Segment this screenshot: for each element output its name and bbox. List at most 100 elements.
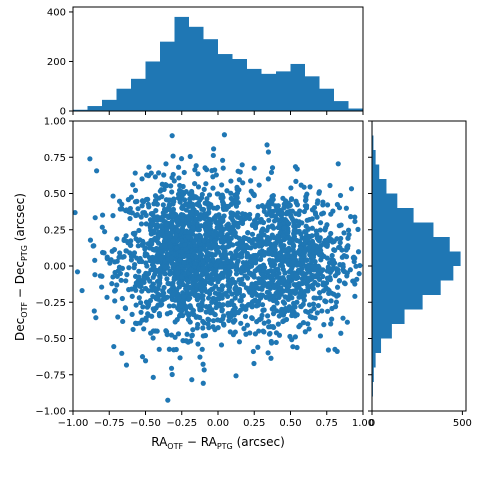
scatter-point: [170, 292, 176, 298]
scatter-point: [164, 276, 170, 282]
scatter-point: [324, 268, 330, 274]
top-histogram-x-ticks: [72, 111, 364, 115]
scatter-point: [135, 243, 141, 249]
scatter-point: [313, 295, 319, 301]
scatter-point: [265, 176, 271, 182]
scatter-point: [336, 223, 342, 229]
scatter-point: [346, 232, 352, 238]
scatter-point: [157, 223, 164, 230]
scatter-point: [213, 262, 219, 269]
scatter-point: [127, 209, 133, 215]
scatter-point: [217, 231, 224, 237]
scatter-point: [139, 288, 145, 294]
scatter-point: [287, 267, 294, 274]
y-tick-label: −0.50: [35, 334, 66, 345]
scatter-point: [318, 242, 324, 249]
scatter-point: [284, 257, 290, 264]
scatter-point: [329, 316, 335, 322]
scatter-point: [257, 264, 263, 270]
scatter-point: [192, 180, 198, 187]
right-histogram-bar: [372, 179, 387, 194]
scatter-point: [334, 284, 341, 290]
scatter-point: [179, 274, 185, 280]
scatter-point: [129, 293, 135, 299]
scatter-point: [201, 320, 207, 326]
scatter-point: [319, 308, 325, 314]
scatter-point: [316, 189, 322, 195]
scatter-point: [292, 334, 298, 340]
scatter-point: [200, 265, 206, 272]
scatter-point: [181, 259, 187, 266]
scatter-point: [184, 310, 190, 316]
scatter-point: [220, 302, 226, 308]
scatter-point: [150, 374, 156, 380]
scatter-point: [175, 222, 181, 228]
scatter-point: [175, 164, 182, 170]
scatter-point: [293, 272, 299, 278]
scatter-point: [189, 377, 195, 383]
scatter-point: [148, 211, 154, 217]
scatter-point: [212, 167, 218, 173]
scatter-point: [207, 230, 213, 236]
scatter-point: [228, 201, 234, 207]
top-histogram-bar: [305, 76, 320, 111]
y-tick-label: −0.25: [35, 298, 66, 309]
scatter-point: [148, 330, 154, 336]
scatter-point: [261, 320, 267, 326]
scatter-point: [233, 248, 239, 255]
scatter-point: [296, 219, 302, 225]
scatter-point: [254, 253, 260, 259]
scatter-point: [92, 215, 98, 221]
scatter-point: [287, 202, 293, 209]
scatter-point: [187, 295, 193, 301]
scatter-point: [309, 216, 315, 222]
scatter-point: [214, 205, 220, 211]
scatter-point: [183, 201, 189, 207]
scatter-point: [163, 207, 169, 213]
scatter-point: [169, 133, 175, 139]
scatter-point: [153, 257, 159, 263]
scatter-point: [204, 196, 210, 202]
scatter-point: [74, 269, 81, 275]
scatter-point: [289, 337, 295, 343]
scatter-point: [87, 156, 93, 162]
scatter-point: [259, 272, 265, 278]
scatter-point: [152, 174, 158, 180]
scatter-point: [235, 252, 242, 259]
scatter-point: [203, 279, 209, 285]
scatter-point: [218, 195, 224, 201]
scatter-point: [290, 241, 296, 247]
scatter-point: [232, 329, 238, 335]
scatter-point: [251, 165, 257, 171]
scatter-point: [203, 226, 209, 233]
scatter-point: [155, 302, 161, 308]
scatter-point: [211, 232, 217, 238]
scatter-point: [301, 297, 307, 303]
scatter-point: [224, 188, 230, 194]
scatter-point: [162, 264, 168, 270]
scatter-point: [236, 277, 242, 283]
scatter-point: [178, 249, 185, 255]
scatter-point: [306, 302, 313, 308]
scatter-point: [311, 306, 317, 312]
scatter-point: [329, 252, 335, 259]
scatter-point: [244, 254, 250, 260]
scatter-point: [200, 333, 206, 339]
scatter-point: [246, 236, 252, 243]
y-tick-label: −0.75: [35, 370, 66, 381]
x-tick-label: 0.50: [279, 418, 301, 429]
scatter-point: [119, 295, 125, 302]
scatter-point: [336, 205, 343, 211]
scatter-point: [123, 362, 130, 368]
scatter-point: [162, 243, 168, 249]
scatter-point: [131, 250, 138, 256]
scatter-point: [265, 149, 271, 155]
scatter-point: [157, 267, 163, 273]
top-histogram-bar: [319, 88, 334, 111]
scatter-point: [146, 164, 152, 170]
scatter-point: [320, 199, 326, 205]
x-tick-label: 0.25: [243, 418, 265, 429]
scatter-point: [193, 216, 199, 223]
scatter-point: [340, 315, 346, 321]
